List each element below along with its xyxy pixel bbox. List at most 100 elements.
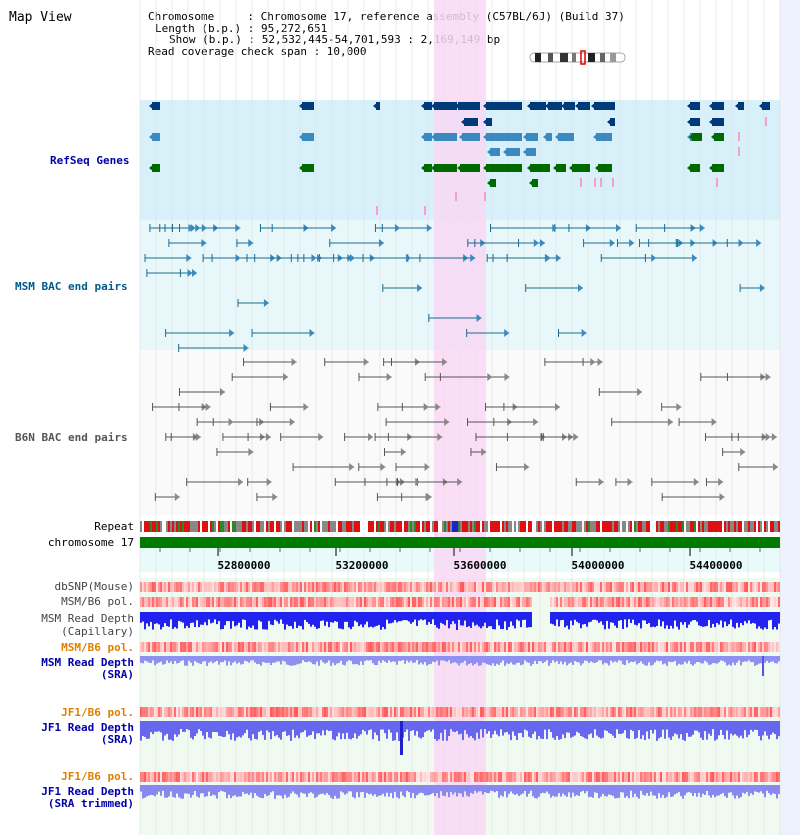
depth-bar <box>154 656 156 666</box>
heat-cell <box>764 772 766 782</box>
heat-cell <box>204 642 206 652</box>
heat-cell <box>624 642 626 652</box>
heat-cell <box>698 582 700 592</box>
heat-cell <box>738 597 740 607</box>
gene-arrow <box>299 164 304 172</box>
variant-tracks[interactable] <box>140 582 780 799</box>
heat-cell <box>726 582 728 592</box>
depth-bar <box>168 656 170 663</box>
repeat-track[interactable] <box>140 521 780 532</box>
heat-cell <box>334 772 336 782</box>
depth-bar <box>772 785 774 794</box>
depth-bar <box>414 656 416 663</box>
heat-cell <box>260 582 262 592</box>
repeat-element <box>238 521 240 532</box>
heat-cell <box>224 582 226 592</box>
depth-bar <box>576 721 578 732</box>
heat-cell <box>550 772 552 782</box>
repeat-element <box>716 521 718 532</box>
heat-cell <box>760 642 762 652</box>
depth-bar <box>618 656 620 661</box>
bac-pair-arrow <box>533 418 539 426</box>
repeat-element <box>650 521 652 532</box>
repeat-element <box>756 521 758 532</box>
gene-block <box>578 102 590 110</box>
heat-cell <box>418 772 420 782</box>
heat-cell <box>674 707 676 717</box>
depth-bar <box>450 612 452 625</box>
depth-bar <box>676 785 678 794</box>
depth-bar <box>610 612 612 623</box>
repeat-element <box>274 521 276 532</box>
depth-bar <box>442 612 444 624</box>
depth-bar <box>508 612 510 627</box>
heat-cell <box>678 707 680 717</box>
depth-bar <box>188 612 190 628</box>
repeat-element <box>674 521 676 532</box>
heat-cell <box>742 582 744 592</box>
heat-cell <box>566 772 568 782</box>
depth-bar <box>182 656 184 661</box>
depth-bar <box>444 785 446 797</box>
heat-cell <box>364 597 366 607</box>
depth-bar <box>604 785 606 797</box>
heat-cell <box>182 582 184 592</box>
depth-bar <box>166 656 168 661</box>
depth-bar <box>456 785 458 797</box>
depth-bar <box>186 785 188 794</box>
heat-cell <box>604 772 606 782</box>
heat-cell <box>206 582 208 592</box>
heat-cell <box>402 772 404 782</box>
repeat-element <box>186 521 188 532</box>
heat-cell <box>416 582 418 592</box>
depth-bar <box>738 656 740 661</box>
heat-cell <box>338 642 340 652</box>
depth-bar <box>572 721 574 737</box>
depth-bar <box>524 656 526 661</box>
heat-cell <box>430 707 432 717</box>
b6n-bac-track[interactable] <box>152 358 778 501</box>
repeat-element <box>508 521 510 532</box>
depth-bar <box>484 656 486 663</box>
depth-bar <box>276 721 278 735</box>
depth-bar <box>202 656 204 662</box>
chromosome-bar[interactable] <box>140 537 780 548</box>
bac-pair-arrow <box>555 254 561 262</box>
depth-bar <box>528 612 530 628</box>
depth-bar <box>462 721 464 741</box>
bac-pair-arrow <box>201 239 207 247</box>
repeat-element <box>168 521 170 532</box>
depth-bar <box>272 785 274 792</box>
depth-bar <box>334 721 336 741</box>
heat-cell <box>222 707 224 717</box>
heat-cell <box>464 772 466 782</box>
repeat-element <box>430 521 432 532</box>
repeat-element <box>418 521 420 532</box>
depth-bar <box>722 612 724 628</box>
heat-cell <box>474 707 476 717</box>
heat-cell <box>582 642 584 652</box>
depth-bar <box>706 612 708 626</box>
depth-bar <box>322 721 324 731</box>
heat-cell <box>558 642 560 652</box>
heat-cell <box>578 772 580 782</box>
depth-bar <box>144 785 146 798</box>
depth-bar <box>518 721 520 734</box>
heat-cell <box>522 642 524 652</box>
depth-bar <box>460 785 462 794</box>
repeat-element <box>534 521 536 532</box>
heat-cell <box>778 597 780 607</box>
heat-cell <box>210 597 212 607</box>
depth-bar <box>406 785 408 791</box>
msm-bac-track[interactable] <box>144 224 765 352</box>
bac-pair-arrow <box>524 463 530 471</box>
repeat-element <box>526 521 528 532</box>
heat-cell <box>150 597 152 607</box>
chromosome-ideogram[interactable] <box>529 50 626 65</box>
depth-bar <box>410 612 412 624</box>
refseq-genes-track[interactable] <box>149 102 770 215</box>
heat-cell <box>670 582 672 592</box>
depth-bar <box>644 612 646 621</box>
depth-bar <box>582 785 584 791</box>
